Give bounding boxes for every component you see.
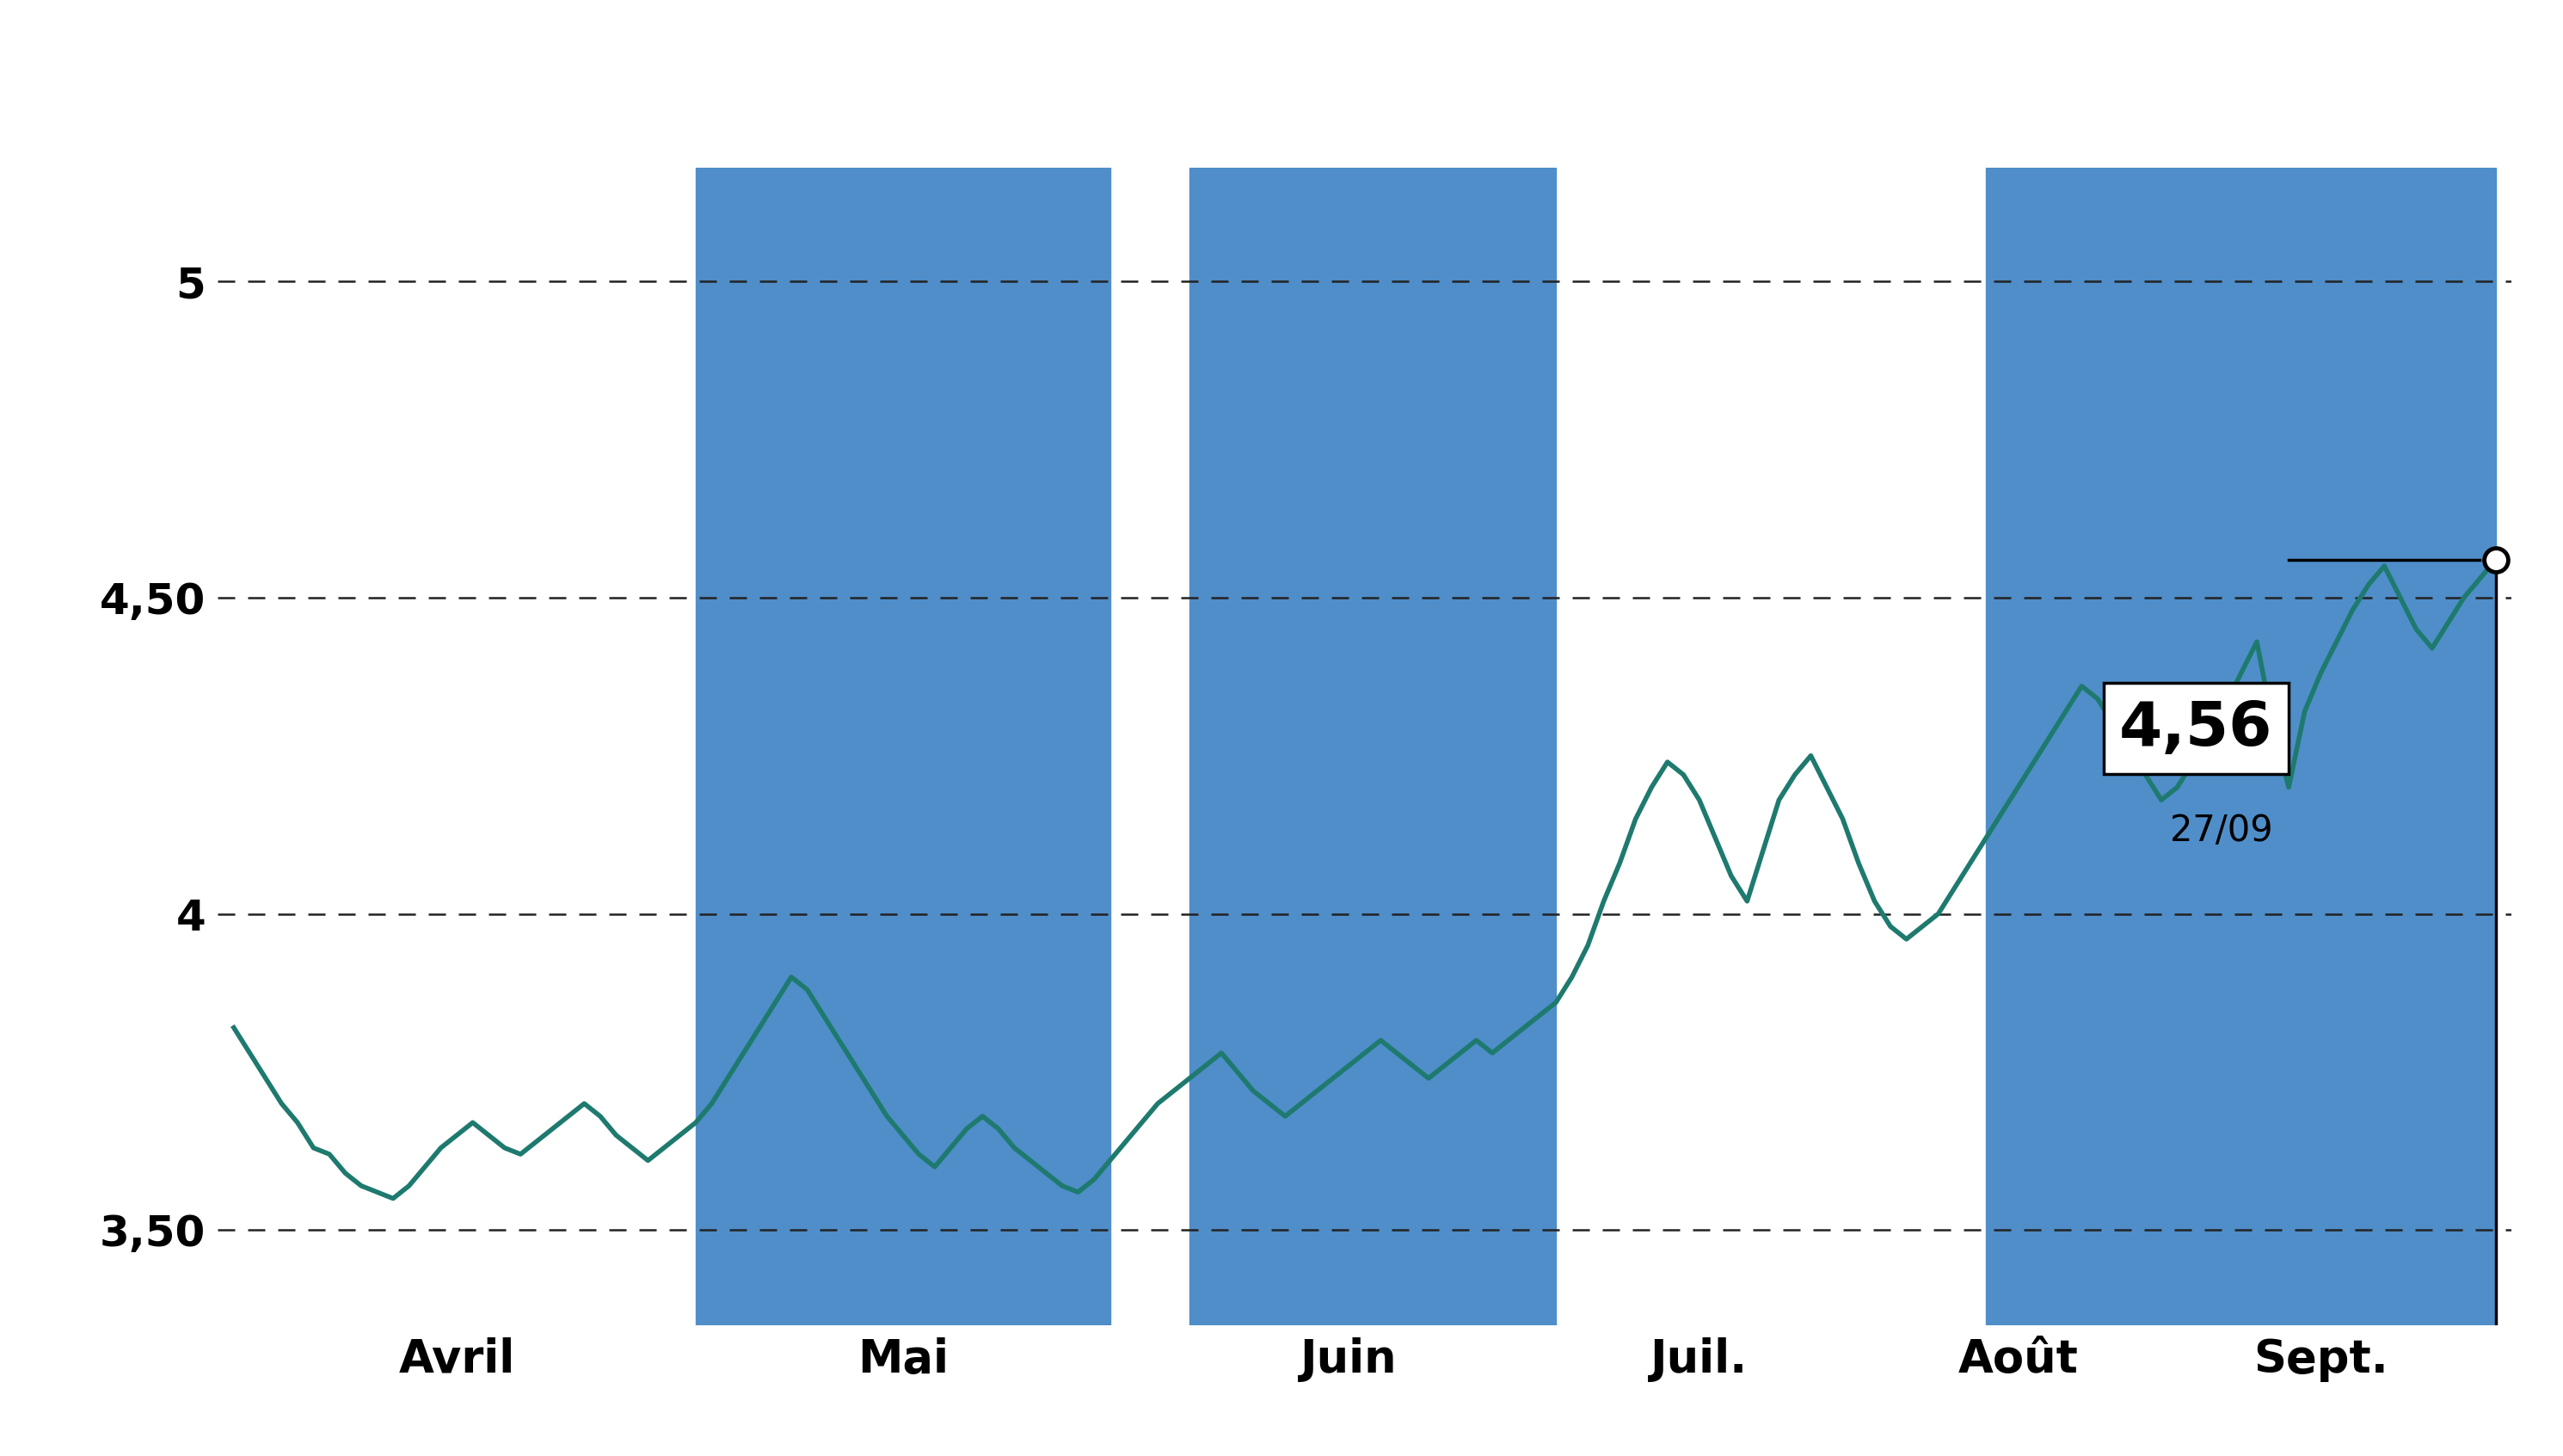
- Bar: [1189, 167, 1556, 1325]
- Text: 4,56: 4,56: [2120, 699, 2273, 759]
- Bar: [1986, 167, 2496, 1325]
- Text: 27/09: 27/09: [2171, 812, 2273, 849]
- Bar: [695, 167, 1110, 1325]
- Text: abrdn Global Premier Properties Fund: abrdn Global Premier Properties Fund: [541, 42, 2022, 111]
